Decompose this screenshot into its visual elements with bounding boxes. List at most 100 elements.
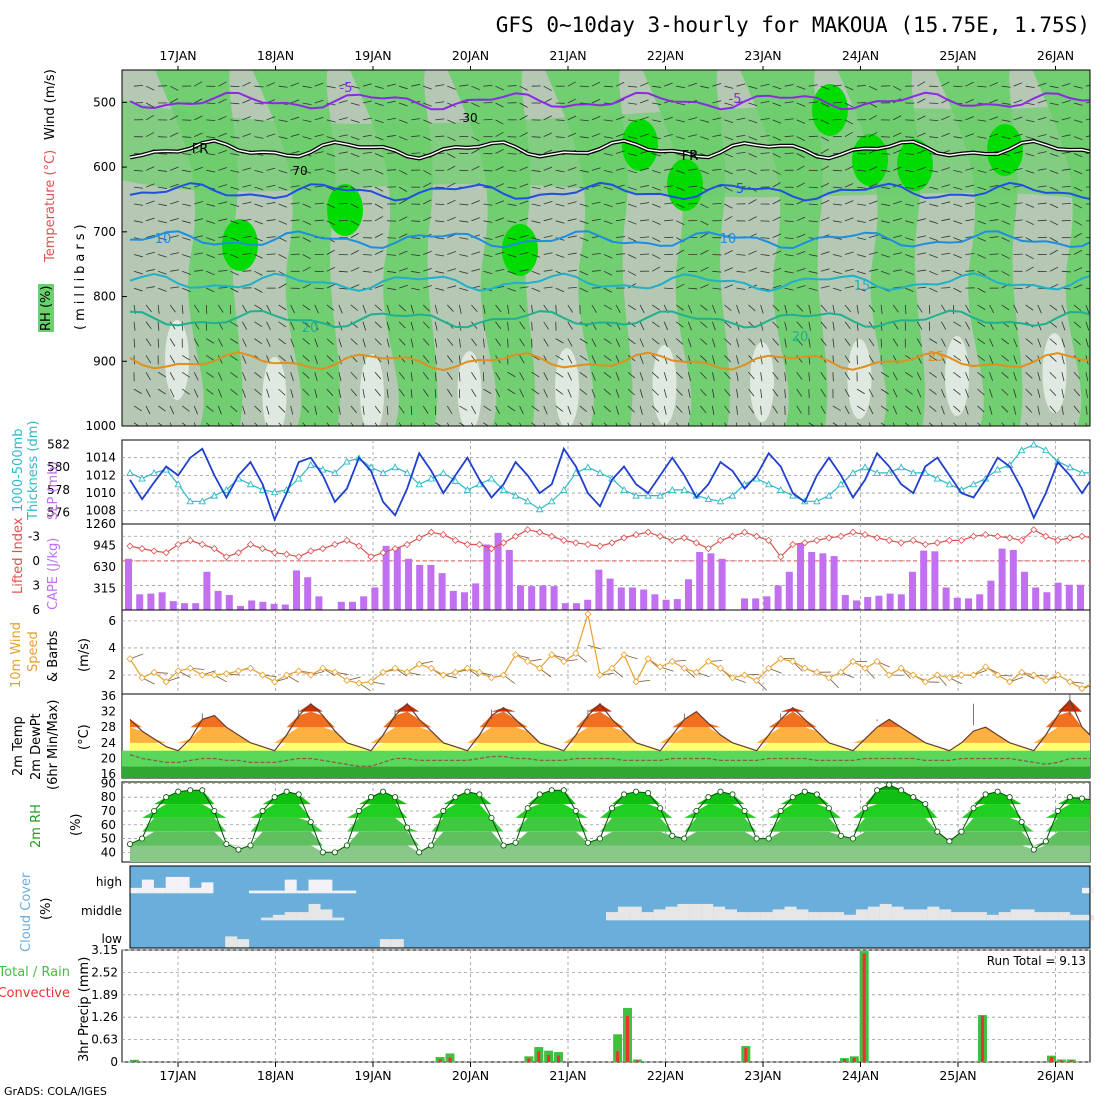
upper-wind-barb	[145, 269, 155, 272]
upper-wind-barb	[290, 202, 300, 205]
upper-wind-barb	[290, 236, 300, 239]
upper-wind-barb	[350, 338, 358, 346]
upper-wind-barb	[905, 220, 914, 224]
upper-wind-barb	[423, 169, 432, 176]
precip-bars	[130, 951, 1076, 1062]
upper-wind-barb	[145, 183, 155, 188]
upper-wind-barb	[748, 136, 758, 141]
rh2m-fill-band	[130, 817, 1090, 832]
upper-wind-barb	[929, 338, 938, 344]
rh2m-point	[994, 788, 1001, 795]
rh2m-point	[199, 787, 206, 794]
upper-wind-barb	[398, 186, 408, 192]
cloud-cell	[915, 909, 928, 921]
upper-wind-barb	[651, 405, 659, 413]
upper-wind-barb	[736, 422, 738, 426]
upper-wind-barb	[278, 338, 287, 345]
upper-wind-barb	[844, 166, 854, 171]
cloud-cell	[844, 914, 856, 921]
cape-bar	[427, 564, 435, 610]
upper-wind-barb	[217, 388, 223, 398]
upper-wind-barb	[676, 304, 684, 311]
upper-wind-barb	[495, 251, 505, 255]
upper-wind-barb	[1049, 136, 1059, 140]
li-point	[150, 547, 158, 555]
upper-wind-barb	[820, 165, 829, 171]
upper-wind-barb	[881, 186, 891, 189]
wind10m-point	[355, 679, 363, 687]
upper-wind-barb	[916, 405, 921, 415]
upper-wind-barb	[519, 372, 525, 381]
wind10m-point	[463, 664, 471, 672]
upper-wind-barb	[856, 220, 866, 223]
upper-wind-barb	[362, 83, 372, 87]
upper-wind-barb	[1049, 338, 1057, 345]
upper-wind-barb	[688, 134, 698, 138]
upper-wind-barb	[519, 405, 524, 415]
upper-wind-barb	[688, 202, 698, 205]
upper-wind-barb	[856, 422, 865, 426]
upper-wind-barb	[278, 136, 288, 140]
cloud-cell	[748, 912, 761, 921]
li-point	[728, 532, 737, 540]
upper-wind-barb	[386, 338, 390, 348]
upper-wind-barb	[652, 203, 661, 208]
upper-wind-barb	[977, 119, 987, 122]
wind10m-point	[584, 610, 592, 618]
upper-wind-barb	[905, 237, 914, 241]
upper-wind-barb	[410, 338, 414, 348]
upper-wind-barb	[916, 304, 923, 313]
upper-wind-barb	[628, 85, 638, 88]
thickness-point	[535, 505, 544, 513]
upper-wind-barb	[627, 186, 637, 191]
upper-wind-barb	[398, 388, 405, 397]
upper-wind-barb	[868, 355, 875, 364]
wind10m-point	[343, 676, 351, 685]
thickness-point	[620, 486, 628, 493]
cloud-cell	[141, 879, 154, 894]
upper-wind-barb	[615, 116, 625, 121]
upper-wind-barb	[929, 203, 939, 207]
cape-bar	[763, 596, 771, 610]
upper-wind-barb	[1013, 99, 1023, 104]
upper-wind-barb	[386, 100, 396, 104]
wind10m-point	[222, 670, 230, 678]
upper-wind-barb	[507, 422, 516, 426]
upper-wind-barb	[591, 355, 597, 364]
upper-wind-barb	[640, 236, 650, 239]
upper-wind-barb	[483, 84, 493, 87]
upper-wind-barb	[290, 405, 294, 415]
upper-wind-barb	[326, 422, 333, 426]
upper-wind-barb	[591, 98, 601, 104]
upper-wind-barb	[194, 132, 203, 138]
precip-conv-bar	[635, 1060, 639, 1062]
precip-conv-bar	[547, 1054, 551, 1062]
upper-wind-barb	[471, 355, 477, 364]
upper-wind-barb	[495, 321, 502, 330]
upper-wind-barb	[1073, 153, 1083, 158]
li-point	[186, 536, 194, 544]
upper-wind-barb	[640, 185, 650, 188]
wind10m-point	[608, 664, 616, 672]
upper-wind-barb	[398, 355, 406, 363]
upper-wind-barb	[555, 371, 564, 378]
upper-wind-barb	[471, 119, 480, 125]
upper-wind-barb	[495, 131, 504, 138]
precip-total-label: Total / Rain	[0, 965, 70, 980]
precip-conv-bar	[980, 1015, 984, 1062]
upper-wind-barb	[170, 166, 179, 171]
upper-wind-barb	[169, 85, 179, 91]
upper-wind-barb	[941, 167, 951, 171]
upper-wind-barb	[1025, 136, 1035, 140]
rh2m-point	[464, 788, 471, 795]
upper-wind-barb	[844, 131, 853, 138]
thickness-point	[825, 491, 833, 499]
upper-wind-barb	[796, 372, 803, 380]
upper-wind-barb	[254, 405, 262, 413]
upper-wind-barb	[193, 388, 199, 398]
upper-wind-barb	[495, 405, 500, 415]
upper-wind-barb	[471, 372, 477, 381]
upper-wind-barb	[651, 266, 661, 272]
upper-wind-barb	[579, 237, 589, 242]
upper-wind-barb	[133, 203, 143, 206]
